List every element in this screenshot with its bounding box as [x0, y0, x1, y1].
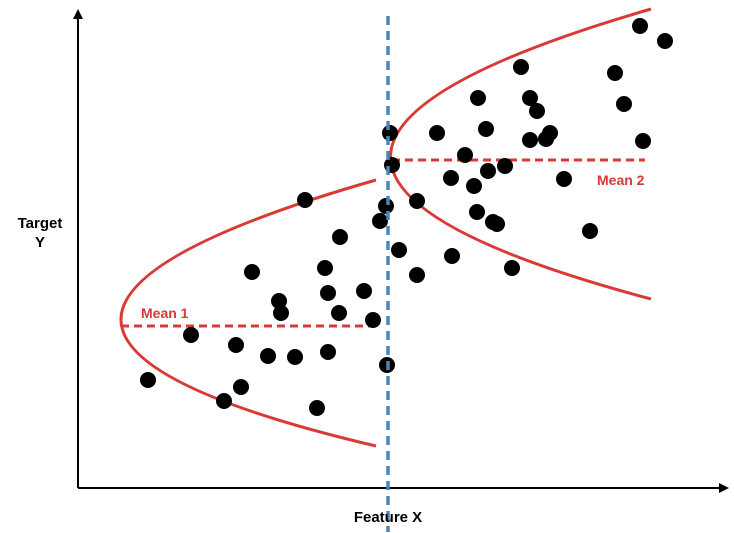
data-point: [556, 171, 572, 187]
data-point: [489, 216, 505, 232]
data-point: [632, 18, 648, 34]
data-point: [391, 242, 407, 258]
x-axis-title: Feature X: [354, 509, 422, 526]
data-point: [332, 229, 348, 245]
data-point: [216, 393, 232, 409]
mean-1-label: Mean 1: [141, 305, 189, 321]
data-point: [657, 33, 673, 49]
data-point: [607, 65, 623, 81]
data-point: [228, 337, 244, 353]
mean-2-label: Mean 2: [597, 172, 645, 188]
data-point: [331, 305, 347, 321]
data-point: [582, 223, 598, 239]
data-point: [365, 312, 381, 328]
data-point: [409, 267, 425, 283]
right-group-parabola: [391, 9, 652, 299]
data-point: [444, 248, 460, 264]
data-point: [478, 121, 494, 137]
data-point: [504, 260, 520, 276]
data-point: [469, 204, 485, 220]
data-point: [429, 125, 445, 141]
data-point: [356, 283, 372, 299]
data-point: [320, 285, 336, 301]
data-point: [382, 125, 398, 141]
data-point: [297, 192, 313, 208]
data-point: [409, 193, 425, 209]
data-point: [616, 96, 632, 112]
data-point: [466, 178, 482, 194]
data-point: [287, 349, 303, 365]
data-point: [183, 327, 199, 343]
data-point: [372, 213, 388, 229]
data-point: [542, 125, 558, 141]
data-point: [497, 158, 513, 174]
data-point: [470, 90, 486, 106]
data-point: [513, 59, 529, 75]
data-point: [140, 372, 156, 388]
data-point: [443, 170, 459, 186]
data-point: [635, 133, 651, 149]
data-point: [529, 103, 545, 119]
data-point: [522, 132, 538, 148]
y-axis-title-line-2: Y: [35, 234, 45, 251]
data-point: [233, 379, 249, 395]
data-point: [480, 163, 496, 179]
data-point: [309, 400, 325, 416]
data-point: [457, 147, 473, 163]
data-point: [244, 264, 260, 280]
data-point: [320, 344, 336, 360]
data-point: [260, 348, 276, 364]
data-point: [378, 198, 394, 214]
data-point: [273, 305, 289, 321]
data-point: [317, 260, 333, 276]
y-axis-title-line-1: Target: [18, 215, 63, 232]
data-points: [140, 18, 673, 416]
